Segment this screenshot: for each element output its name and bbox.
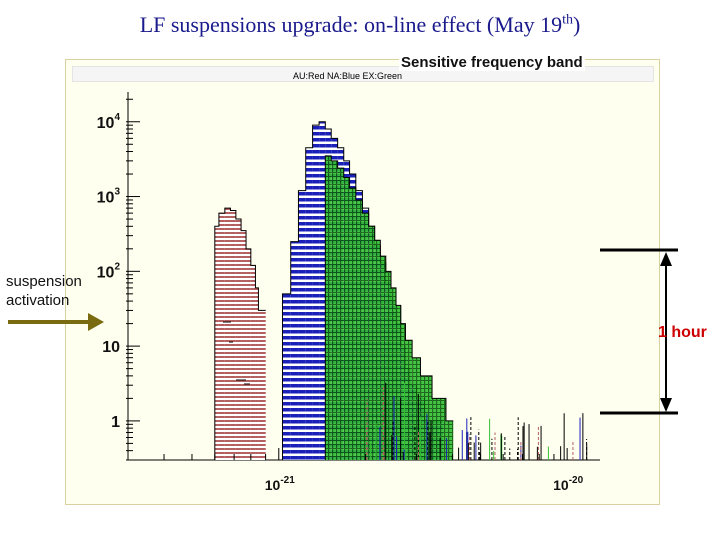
y-tick-label: 1 — [111, 414, 120, 431]
outline-au — [214, 207, 266, 460]
y-tick-base: 10 — [97, 190, 115, 207]
y-tick-label: 102 — [97, 261, 121, 281]
y-tick-label: 10 — [102, 339, 120, 356]
bar-ex — [385, 271, 392, 460]
bar-ex — [380, 256, 386, 460]
x-tick-label: 10-21 — [265, 475, 295, 493]
bar-na — [298, 190, 306, 461]
y-tick-exp: 4 — [114, 112, 120, 123]
hour-arrow-up — [660, 252, 672, 266]
bar-na — [282, 293, 291, 460]
bar-na — [312, 125, 320, 460]
bar-ex — [391, 287, 397, 460]
bar-au — [250, 265, 256, 460]
bar-na — [319, 121, 326, 460]
bar-na — [290, 241, 299, 460]
bar-au — [235, 219, 242, 460]
axis-ticks — [126, 98, 568, 461]
bar-au — [255, 287, 259, 460]
bar-ex — [331, 160, 338, 460]
bar-ex — [374, 240, 381, 460]
x-tick-exp: -21 — [280, 475, 295, 486]
outline-ex — [324, 155, 454, 460]
bar-ex — [420, 375, 433, 460]
bar-au — [230, 210, 236, 460]
bar-au — [246, 248, 251, 460]
x-tick-base: 10 — [553, 477, 569, 493]
slide-title: LF suspensions upgrade: on-line effect (… — [0, 12, 720, 38]
y-tick-base: 10 — [97, 264, 115, 281]
hour-arrow-down — [660, 398, 672, 412]
y-tick-label: 103 — [97, 187, 121, 207]
y-tick-exp: 2 — [114, 261, 120, 272]
y-tick-exp: 3 — [114, 187, 120, 198]
x-tick-label: 10-20 — [553, 475, 583, 493]
histogram-bars — [214, 121, 454, 461]
bar-ex — [325, 155, 332, 461]
bar-au — [218, 213, 225, 460]
title-main: LF suspensions upgrade: on-line effect (… — [139, 12, 563, 37]
bar-ex — [355, 199, 363, 460]
histogram-tail — [223, 321, 588, 460]
x-tick-base: 10 — [265, 477, 281, 493]
title-close: ) — [572, 12, 581, 37]
suspension-arrow-head — [88, 313, 104, 331]
title-superscript: th — [562, 12, 573, 28]
y-tick-base: 1 — [111, 414, 120, 431]
bar-ex — [337, 168, 344, 460]
bar-ex — [368, 226, 375, 460]
y-tick-base: 10 — [102, 339, 120, 356]
bar-ex — [432, 398, 446, 460]
bar-ex — [400, 323, 406, 460]
suspension-line-1: suspension — [6, 273, 82, 290]
bar-ex — [362, 213, 369, 460]
y-tick-label: 104 — [97, 112, 121, 132]
bar-ex — [396, 305, 401, 460]
suspension-activation-label: suspension activation — [6, 272, 82, 310]
one-hour-label: 1 hour — [658, 324, 707, 341]
bar-ex — [405, 340, 413, 460]
bar-au — [241, 230, 247, 460]
bar-au — [258, 310, 266, 460]
annotations — [8, 248, 678, 415]
suspension-line-2: activation — [6, 292, 70, 309]
sensitive-band-label: Sensitive frequency band — [399, 54, 585, 71]
bar-au — [224, 208, 231, 460]
chart-legend: AU:Red NA:Blue EX:Green — [293, 71, 403, 81]
bar-ex — [343, 177, 350, 460]
bar-ex — [445, 420, 454, 460]
bar-ex — [349, 188, 356, 460]
y-tick-base: 10 — [97, 115, 115, 132]
bar-ex — [412, 357, 421, 460]
x-tick-exp: -20 — [569, 475, 584, 486]
bar-na — [305, 147, 313, 461]
bar-au — [214, 226, 219, 460]
